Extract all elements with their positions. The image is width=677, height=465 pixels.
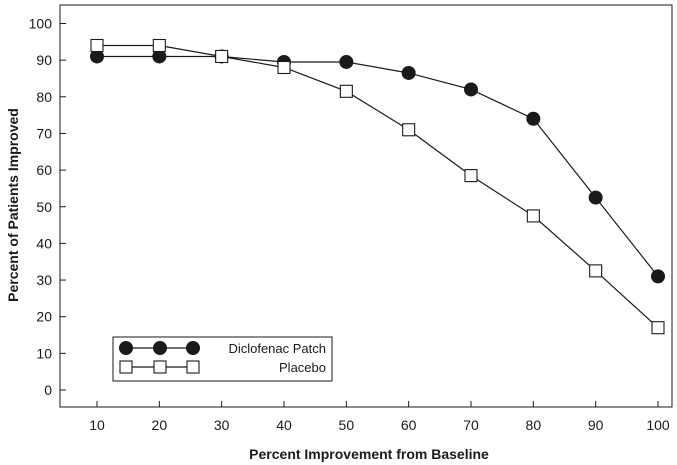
plot-area (90, 38, 665, 335)
x-axis-title: Percent Improvement from Baseline (249, 446, 489, 462)
y-axis: 0 10 20 30 40 50 60 70 80 90 100 (29, 16, 66, 398)
x-tick-label: 70 (463, 417, 479, 433)
legend: Diclofenac Patch Placebo (112, 336, 333, 382)
series-placebo (90, 38, 665, 335)
legend-marker (186, 360, 200, 374)
y-tick-label: 50 (36, 199, 52, 215)
x-tick-label: 50 (339, 417, 355, 433)
legend-marker (153, 341, 167, 355)
series-diclofenac-patch (90, 49, 665, 284)
y-tick-label: 80 (36, 89, 52, 105)
legend-swatch-placebo (119, 360, 200, 374)
data-point-diclofenac-patch (339, 54, 354, 69)
x-tick-label: 30 (214, 417, 230, 433)
series-line-placebo (97, 44, 659, 329)
y-tick-label: 10 (36, 345, 52, 361)
data-point-diclofenac-patch (651, 269, 665, 284)
data-point-diclofenac-patch (401, 65, 416, 80)
x-tick-label: 100 (646, 417, 670, 433)
y-tick-label: 100 (29, 16, 53, 32)
series-line-diclofenac-patch (97, 55, 659, 277)
data-point-placebo (90, 38, 104, 53)
legend-label-placebo: Placebo (279, 360, 326, 375)
legend-marker (119, 341, 133, 355)
data-point-diclofenac-patch (588, 190, 603, 205)
y-tick-label: 70 (36, 125, 52, 141)
x-tick-label: 80 (526, 417, 542, 433)
y-tick-label: 0 (44, 382, 52, 398)
data-point-placebo (402, 123, 416, 137)
y-tick-label: 40 (36, 235, 52, 251)
y-tick-label: 20 (36, 309, 52, 325)
legend-box (112, 336, 333, 382)
x-tick-label: 60 (401, 417, 417, 433)
y-tick-label: 90 (36, 52, 52, 68)
data-point-placebo (215, 49, 229, 64)
data-point-diclofenac-patch (526, 111, 541, 126)
x-tick-label: 90 (588, 417, 604, 433)
legend-marker (119, 360, 133, 374)
plot-frame (59, 4, 673, 408)
x-tick-label: 10 (89, 417, 105, 433)
data-point-placebo (526, 209, 540, 223)
data-point-placebo (589, 264, 603, 278)
data-point-diclofenac-patch (464, 82, 478, 97)
y-axis-title: Percent of Patients Improved (5, 108, 21, 302)
legend-swatch-diclofenac (119, 341, 200, 355)
x-tick-label: 20 (152, 417, 168, 433)
y-tick-label: 30 (36, 272, 52, 288)
legend-marker (186, 341, 200, 355)
legend-label-diclofenac: Diclofenac Patch (228, 341, 326, 356)
x-axis: 10 20 30 40 50 60 70 80 90 100 (89, 401, 670, 433)
data-point-placebo (651, 321, 665, 335)
data-point-placebo (464, 169, 478, 183)
data-point-placebo (277, 60, 291, 75)
x-tick-label: 40 (276, 417, 292, 433)
legend-marker (153, 360, 167, 374)
data-point-placebo (339, 84, 353, 98)
data-point-placebo (152, 38, 166, 53)
y-tick-label: 60 (36, 162, 52, 178)
